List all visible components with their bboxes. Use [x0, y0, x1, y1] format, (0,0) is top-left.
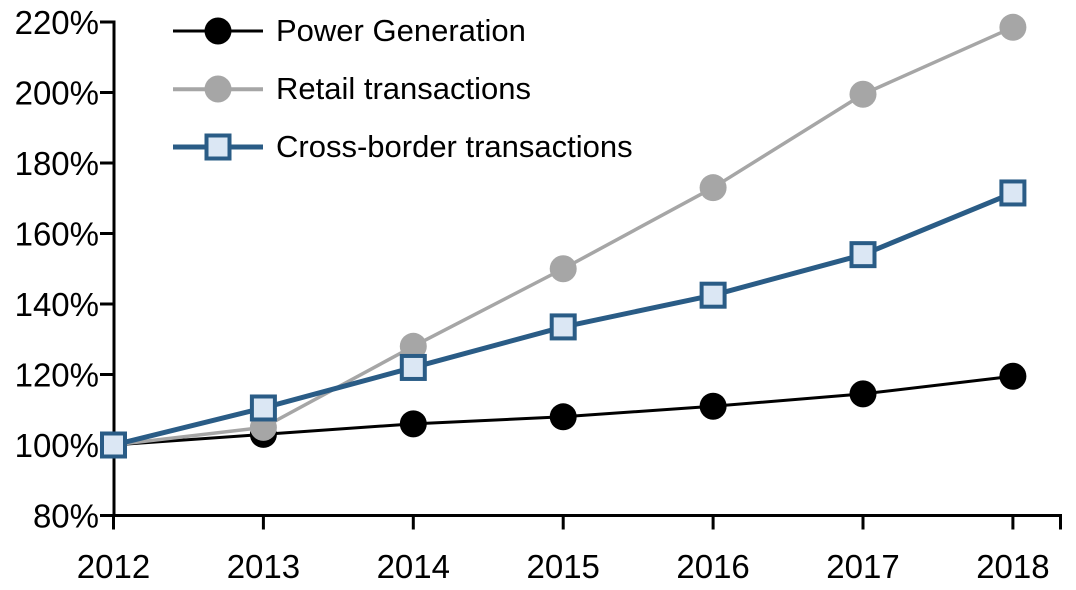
- y-tick-label: 220%: [15, 4, 99, 41]
- y-tick-label: 200%: [15, 75, 99, 112]
- x-tick-label: 2018: [976, 548, 1049, 585]
- y-tick-label: 120%: [15, 357, 99, 394]
- legend-item-retail-transactions: Retail transactions: [173, 60, 633, 118]
- square-marker: [699, 281, 727, 309]
- circle-marker: [699, 174, 727, 202]
- square-marker: [549, 313, 577, 341]
- circle-marker: [399, 410, 427, 438]
- x-tick-label: 2014: [377, 548, 450, 585]
- circle-marker: [699, 392, 727, 420]
- square-marker: [249, 394, 277, 422]
- circle-marker: [549, 403, 577, 431]
- legend-sample-retail-transactions: [173, 72, 263, 106]
- square-marker: [100, 431, 127, 459]
- circle-marker: [999, 13, 1027, 41]
- square-marker: [849, 241, 877, 269]
- legend-item-cross-border-transactions: Cross-border transactions: [173, 118, 633, 176]
- square-marker-icon: [204, 133, 232, 161]
- y-tick-label: 80%: [33, 498, 99, 535]
- square-marker: [999, 179, 1027, 207]
- circle-marker-icon: [204, 75, 232, 103]
- x-tick-label: 2013: [227, 548, 300, 585]
- x-tick-label: 2012: [77, 548, 150, 585]
- y-tick-label: 100%: [15, 427, 99, 464]
- x-tick-label: 2017: [826, 548, 899, 585]
- legend-item-power-generation: Power Generation: [173, 2, 633, 60]
- legend-label: Retail transactions: [276, 71, 532, 106]
- y-tick-label: 140%: [15, 286, 99, 323]
- x-tick-label: 2016: [676, 548, 749, 585]
- circle-marker: [999, 362, 1027, 390]
- circle-marker: [849, 380, 877, 408]
- circle-marker: [549, 255, 577, 283]
- y-tick-label: 160%: [15, 216, 99, 253]
- x-tick-label: 2015: [526, 548, 599, 585]
- legend-label: Power Generation: [276, 13, 526, 48]
- legend: Power Generation Retail transactions Cro…: [173, 2, 633, 176]
- square-marker: [399, 353, 427, 381]
- legend-label: Cross-border transactions: [276, 129, 633, 164]
- circle-marker: [399, 332, 427, 360]
- y-tick-label: 180%: [15, 145, 99, 182]
- circle-marker: [849, 80, 877, 108]
- legend-sample-cross-border-transactions: [173, 130, 263, 164]
- legend-sample-power-generation: [173, 14, 263, 48]
- circle-marker-icon: [204, 17, 232, 45]
